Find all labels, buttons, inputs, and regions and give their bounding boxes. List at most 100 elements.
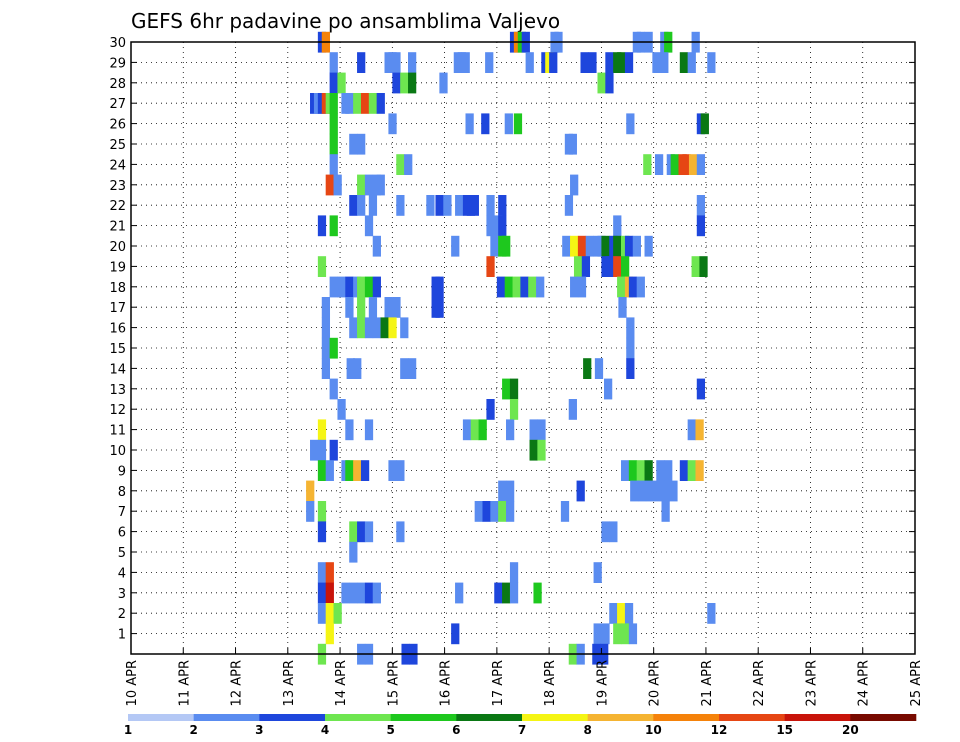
x-tick-label: 14 APR xyxy=(334,660,349,706)
y-tick-label: 18 xyxy=(109,281,126,296)
precip-cell xyxy=(577,235,587,257)
precip-cell xyxy=(537,439,546,461)
colorbar: 1 2 3 4 5 6 7 8 10 12 15 20 xyxy=(124,714,917,737)
colorbar-swatch xyxy=(259,714,326,721)
x-tick-label: 19 APR xyxy=(595,660,610,706)
precip-cell xyxy=(621,623,630,645)
precip-cell xyxy=(628,623,638,645)
colorbar-swatch xyxy=(456,714,523,721)
precip-cell xyxy=(696,378,706,400)
precip-cell xyxy=(396,154,405,175)
precip-cell xyxy=(325,562,334,583)
precip-cell xyxy=(325,603,334,624)
precip-cell xyxy=(644,460,653,481)
precip-cell xyxy=(605,52,614,73)
precip-cell xyxy=(317,501,327,522)
precip-cell xyxy=(306,501,315,522)
precip-cell xyxy=(349,521,358,543)
precip-cell xyxy=(329,72,338,94)
colorbar-label: 3 xyxy=(255,723,263,737)
y-tick-label: 29 xyxy=(109,56,126,71)
y-tick-label: 4 xyxy=(118,566,126,581)
precip-cell xyxy=(581,256,591,277)
precip-cell xyxy=(564,195,574,216)
y-tick-label: 15 xyxy=(109,342,126,357)
precip-cell xyxy=(512,276,521,298)
y-tick-label: 19 xyxy=(109,260,126,275)
precip-cell xyxy=(321,358,331,379)
precip-cell xyxy=(613,623,622,645)
x-tick-label: 13 APR xyxy=(282,660,297,706)
precip-cell xyxy=(451,623,460,645)
precip-cell xyxy=(670,154,679,175)
precip-cell xyxy=(400,72,409,94)
precip-cell xyxy=(357,521,366,543)
precip-cell xyxy=(357,582,366,604)
precip-cell xyxy=(364,521,374,543)
x-tick-label: 23 APR xyxy=(804,660,819,706)
precip-cell xyxy=(392,52,401,73)
colorbar-label: 1 xyxy=(124,723,132,737)
precip-cell xyxy=(325,582,334,604)
precip-cell xyxy=(349,541,358,563)
precip-cell xyxy=(576,480,585,502)
precip-cell xyxy=(325,174,334,196)
precip-cell xyxy=(345,460,354,481)
precip-cell xyxy=(643,154,652,175)
colorbar-label: 7 xyxy=(518,723,526,737)
precip-cell xyxy=(502,235,511,257)
precip-cell xyxy=(329,154,338,175)
precip-cell xyxy=(621,460,630,481)
x-axis-ticks: 10 APR 11 APR 12 APR 13 APR 14 APR 15 APR 16 A… xyxy=(125,648,924,706)
y-tick-label: 17 xyxy=(109,301,126,316)
precip-cell xyxy=(481,113,490,135)
precip-cell xyxy=(617,52,626,73)
precip-cell xyxy=(462,419,472,441)
precip-cell xyxy=(682,154,691,175)
y-tick-label: 9 xyxy=(118,464,126,479)
precip-cell xyxy=(317,419,327,441)
precip-cell xyxy=(474,501,483,522)
data-cells xyxy=(306,31,716,665)
precip-cell xyxy=(321,337,331,359)
precip-cell xyxy=(349,317,358,339)
x-tick-label: 10 APR xyxy=(125,660,140,706)
precip-cell xyxy=(570,276,579,298)
precip-cell xyxy=(353,358,362,379)
precip-cell xyxy=(696,154,706,175)
precip-cell xyxy=(626,113,635,135)
precip-cell xyxy=(408,52,417,73)
precip-cell xyxy=(485,52,494,73)
x-tick-label: 25 APR xyxy=(909,660,924,706)
precip-cell xyxy=(435,297,444,318)
precip-cell xyxy=(593,562,602,583)
precip-cell xyxy=(636,460,645,481)
precip-cell xyxy=(604,378,613,400)
precip-cell xyxy=(653,480,662,502)
precip-cell xyxy=(357,317,366,339)
precip-cell xyxy=(577,276,587,298)
precip-cell xyxy=(329,276,338,298)
precip-cell xyxy=(368,195,378,216)
precip-cell xyxy=(568,399,577,420)
precip-cell xyxy=(329,93,338,114)
y-tick-label: 20 xyxy=(109,240,126,255)
precip-cell xyxy=(388,113,397,135)
precip-cell xyxy=(654,154,664,175)
precip-cell xyxy=(349,133,358,155)
precip-cell xyxy=(317,603,327,624)
y-tick-label: 6 xyxy=(118,526,126,541)
precip-cell xyxy=(583,358,592,379)
y-tick-label: 1 xyxy=(118,628,126,643)
precip-cell xyxy=(329,337,338,359)
precip-cell xyxy=(669,480,678,502)
precip-cell xyxy=(594,358,604,379)
precip-cell xyxy=(364,215,374,237)
precip-cell xyxy=(426,195,435,216)
precip-cell xyxy=(624,603,634,624)
precip-cell xyxy=(396,460,405,481)
precip-cell xyxy=(513,113,523,135)
precip-cell xyxy=(695,460,704,481)
precip-cell xyxy=(341,582,350,604)
precip-cell xyxy=(435,276,444,298)
